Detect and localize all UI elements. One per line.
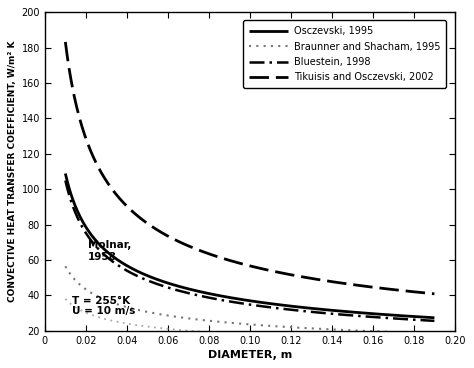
Text: T = 255°K: T = 255°K — [72, 296, 130, 305]
Text: U = 10 m/s: U = 10 m/s — [72, 306, 135, 316]
Legend: Osczevski, 1995, Braunner and Shacham, 1995, Bluestein, 1998, Tikuisis and Oscze: Osczevski, 1995, Braunner and Shacham, 1… — [243, 20, 446, 88]
X-axis label: DIAMETER, m: DIAMETER, m — [208, 350, 292, 360]
Y-axis label: CONVECTIVE HEAT TRANSFER COEFFICIENT, W/m² K: CONVECTIVE HEAT TRANSFER COEFFICIENT, W/… — [9, 41, 18, 302]
Text: Molnar,
1958: Molnar, 1958 — [88, 240, 131, 262]
